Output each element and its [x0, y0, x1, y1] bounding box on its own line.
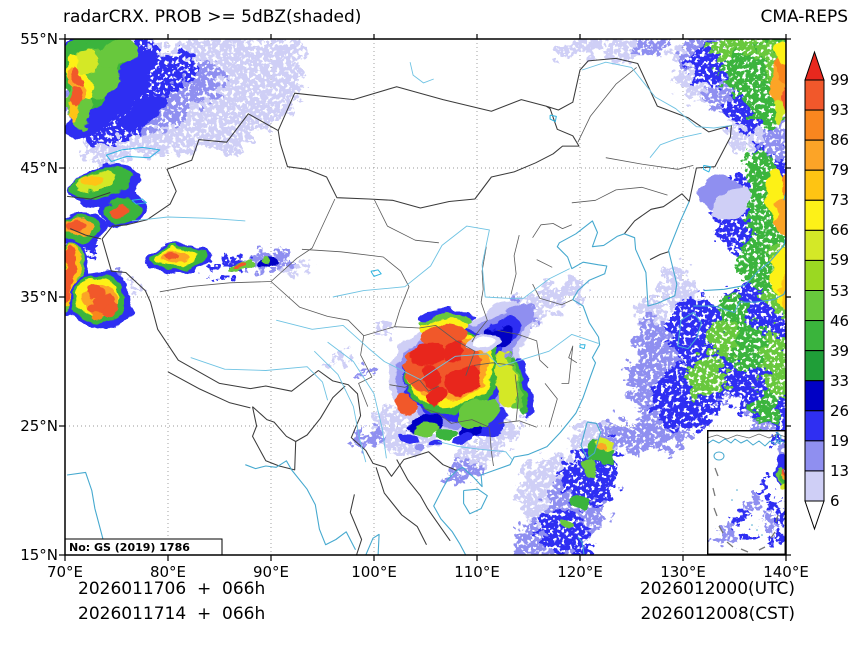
colorbar-tick-label: 79 [830, 161, 850, 180]
colorbar-tick-label: 93 [830, 101, 850, 120]
lon-tick-label: 90°E [252, 563, 290, 581]
lat-tick-label: 45°N [20, 159, 58, 177]
colorbar-segment [804, 320, 825, 352]
axis-ticks [59, 34, 791, 561]
model-name: CMA-REPS [760, 7, 848, 27]
colorbar-tick-label: 73 [830, 191, 850, 210]
colorbar-segment [804, 109, 825, 141]
lon-tick-label: 140°E [763, 563, 809, 581]
colorbar-tick-label: 86 [830, 131, 850, 150]
colorbar-tick-label: 26 [830, 401, 850, 420]
colorbar-under-arrow [804, 500, 825, 531]
radar-shading-solid [65, 39, 786, 532]
province-borders [159, 67, 694, 467]
lon-tick-label: 110°E [454, 563, 500, 581]
lake-borders [105, 114, 712, 350]
colorbar-tick-label: 39 [830, 341, 850, 360]
footer-valid-utc: 2026012000(UTC) [639, 579, 795, 599]
coast-borders [67, 189, 786, 555]
colorbar-tick-label: 19 [830, 431, 850, 450]
colorbar-segment [804, 199, 825, 231]
lon-tick-label: 100°E [351, 563, 397, 581]
footer-valid-cst: 2026012008(CST) [640, 604, 795, 624]
colorbar-segment [804, 79, 825, 111]
colorbar-segment [804, 290, 825, 322]
river-borders [131, 61, 732, 463]
lon-tick-label: 80°E [149, 563, 187, 581]
colorbar-over-arrow [804, 50, 825, 81]
footer-init-time-2: 2026011714 + 066h [78, 604, 266, 624]
colorbar-segment [804, 410, 825, 442]
colorbar-tick-label: 46 [830, 311, 850, 330]
colorbar-segment [804, 259, 825, 291]
colorbar-segment [804, 380, 825, 412]
colorbar-tick-label: 66 [830, 221, 850, 240]
colorbar-tick-label: 53 [830, 281, 850, 300]
colorbar-segment [804, 440, 825, 472]
colorbar-segment [804, 139, 825, 171]
colorbar-tick-label: 59 [830, 251, 850, 270]
lon-tick-label: 70°E [46, 563, 84, 581]
lat-tick-label: 15°N [20, 546, 58, 564]
country-borders [67, 57, 732, 555]
colorbar-segment [804, 169, 825, 201]
colorbar-tick-label: 13 [830, 461, 850, 480]
colorbar [804, 50, 825, 531]
lat-tick-label: 25°N [20, 417, 58, 435]
plot-title: radarCRX. PROB >= 5dBZ(shaded) [63, 7, 362, 27]
lon-tick-label: 120°E [557, 563, 603, 581]
colorbar-segment [804, 470, 825, 502]
geography-lines [67, 57, 786, 555]
map-plot-area [65, 39, 786, 555]
colorbar-segment [804, 350, 825, 382]
south-china-sea-inset [707, 430, 786, 555]
colorbar-tick-label: 99 [830, 71, 850, 89]
footer-init-time-1: 2026011706 + 066h [78, 579, 266, 599]
lat-tick-label: 35°N [20, 288, 58, 306]
lat-tick-label: 55°N [20, 30, 58, 48]
map-license-note: No: GS (2019) 1786 [69, 541, 190, 554]
colorbar-tick-label: 33 [830, 371, 850, 390]
lon-tick-label: 130°E [660, 563, 706, 581]
colorbar-segment [804, 229, 825, 261]
colorbar-tick-label: 6 [830, 492, 840, 510]
